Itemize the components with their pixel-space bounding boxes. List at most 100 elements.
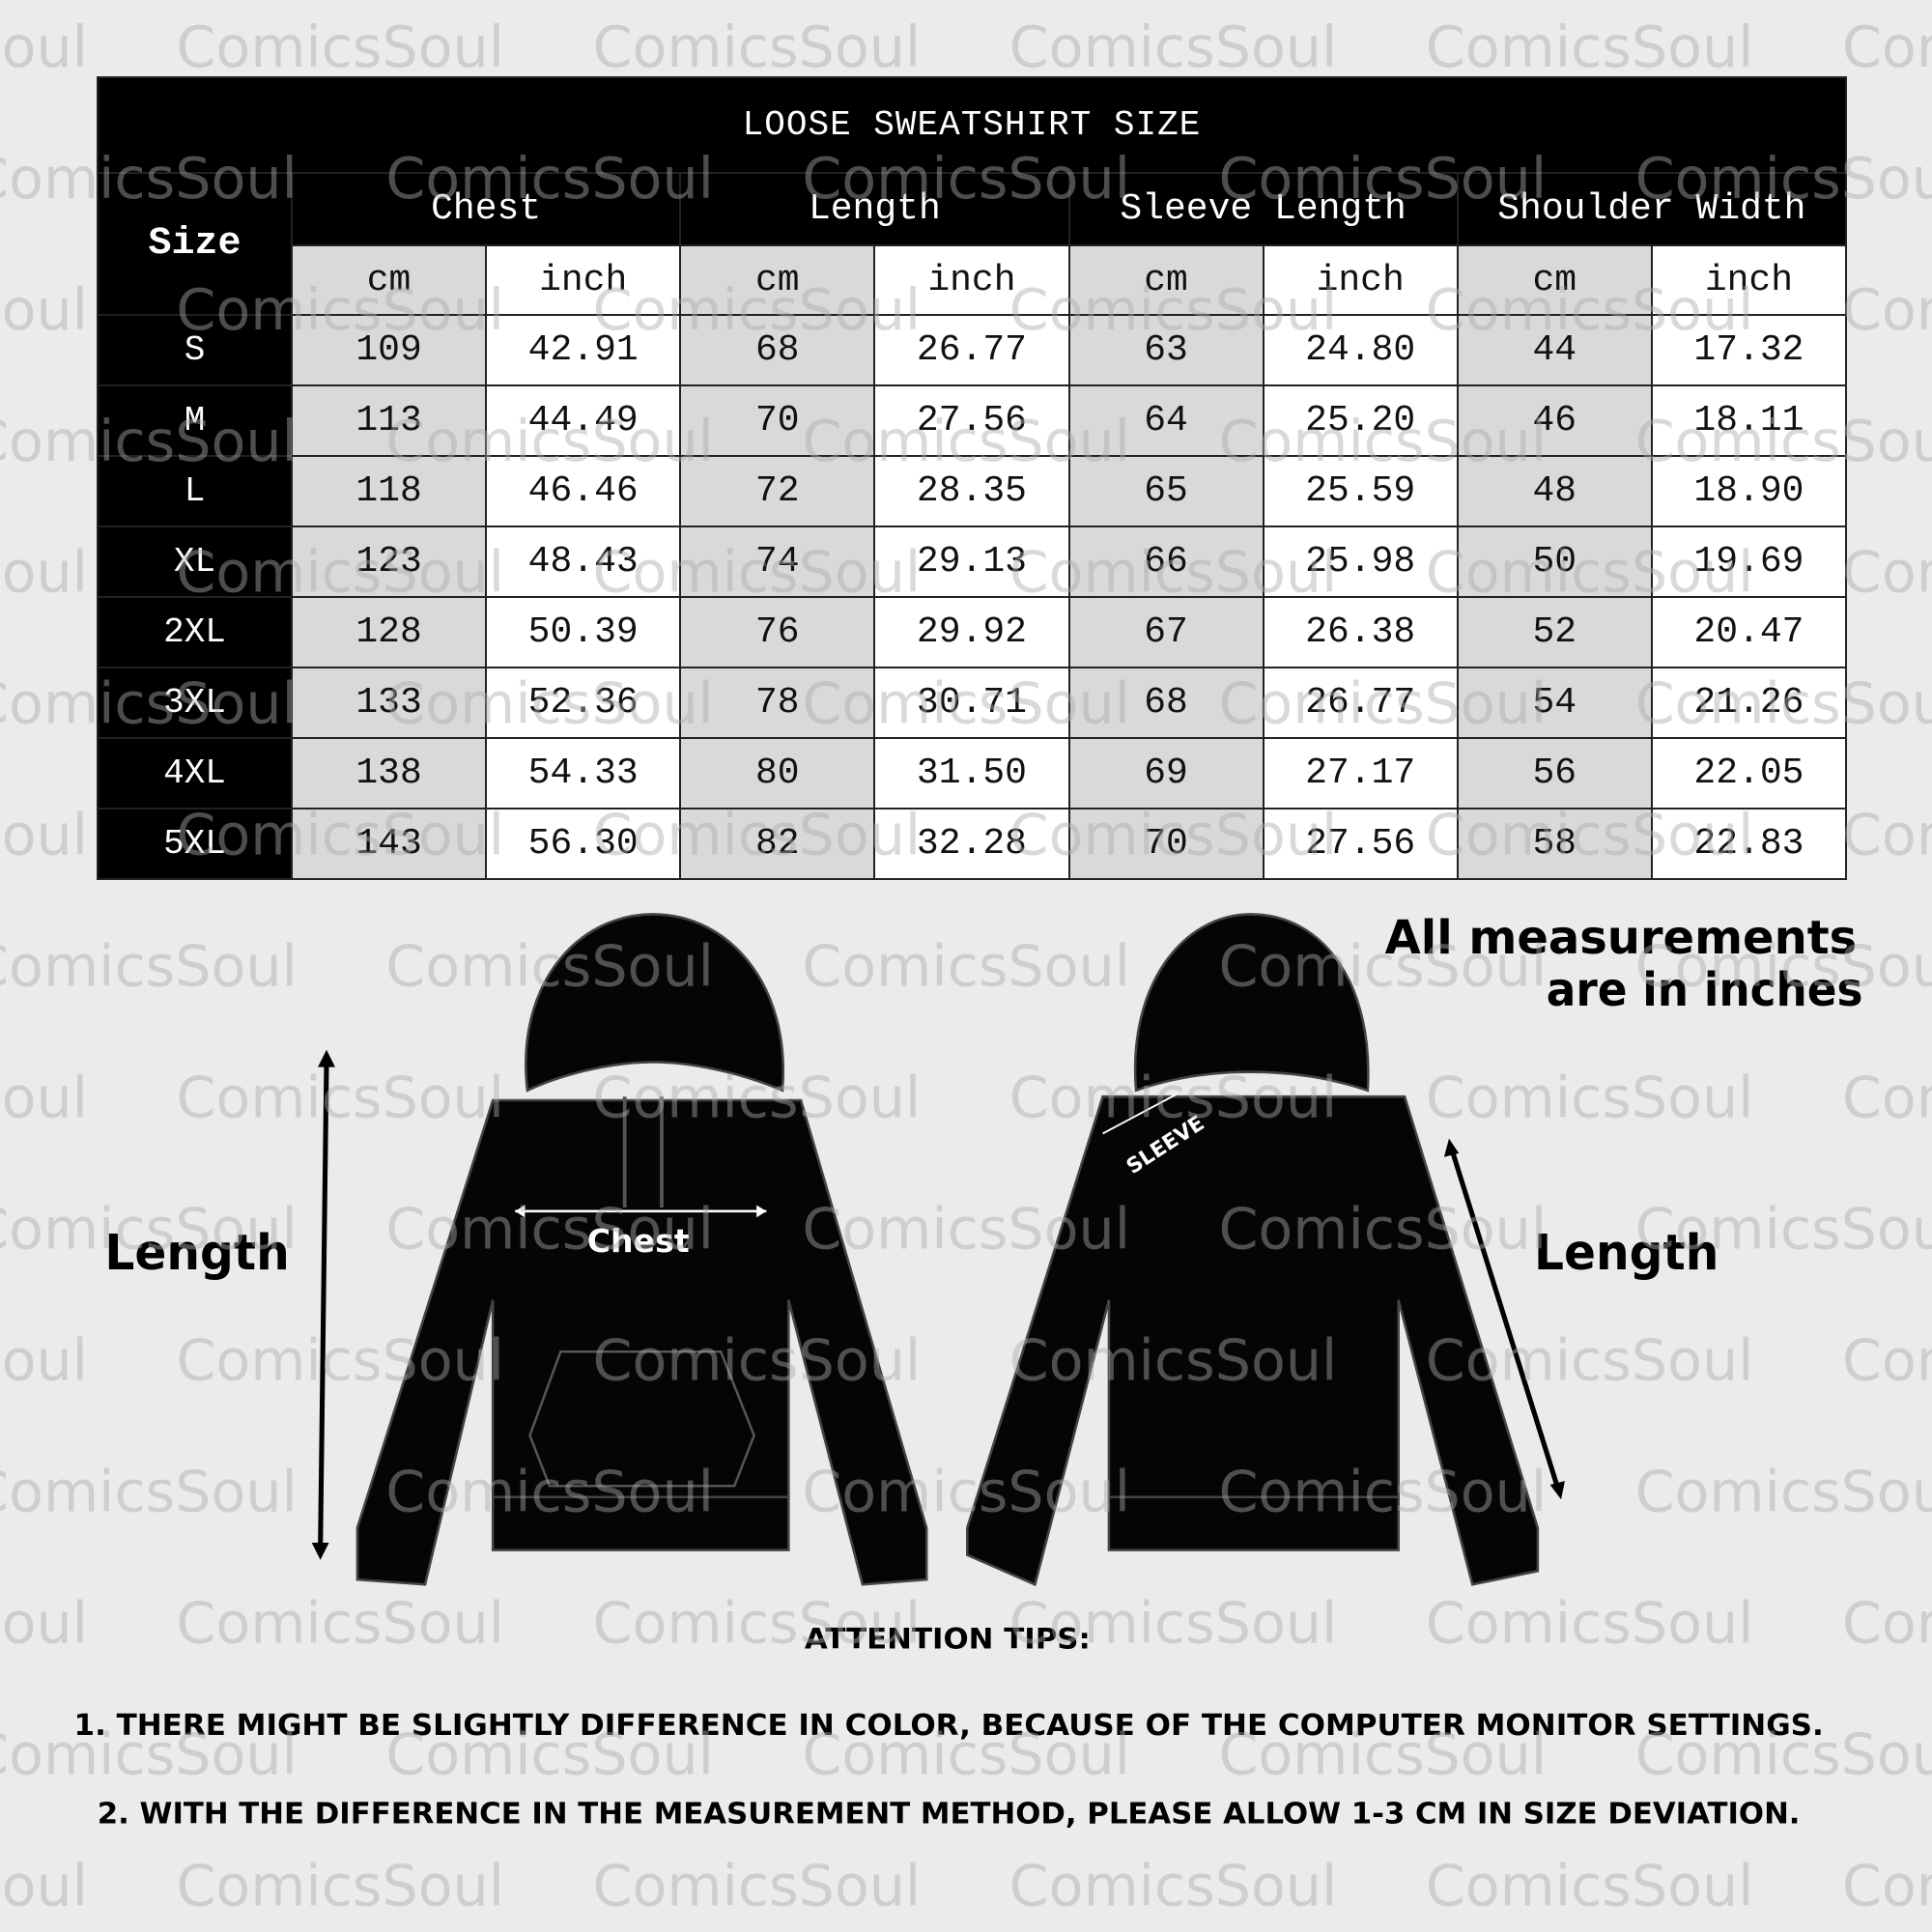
unit-header-cm: cm xyxy=(290,244,488,316)
cm-value-cell: 123 xyxy=(290,526,488,598)
inch-value-cell: 18.90 xyxy=(1650,455,1848,527)
size-header: Size xyxy=(97,172,293,316)
cm-value-cell: 68 xyxy=(1067,667,1264,739)
length-header: Length xyxy=(679,172,1070,246)
inch-value-cell: 27.56 xyxy=(1262,808,1459,880)
unit-header-inch: inch xyxy=(873,244,1070,316)
inch-value-cell: 29.92 xyxy=(873,596,1070,668)
cm-value-cell: 138 xyxy=(290,737,488,810)
sleeve-length-header: Sleeve Length xyxy=(1067,172,1459,246)
cm-value-cell: 44 xyxy=(1456,314,1653,386)
inch-value-cell: 18.11 xyxy=(1650,384,1848,457)
tip-item-1: 1. THERE MIGHT BE SLIGHTLY DIFFERENCE IN… xyxy=(74,1709,1824,1743)
cm-value-cell: 113 xyxy=(290,384,488,457)
table-row: M 113 44.49 70 27.56 64 25.20 46 18.11 xyxy=(97,384,1848,457)
size-cell: 3XL xyxy=(97,667,293,739)
unit-header-inch: inch xyxy=(1650,244,1848,316)
cm-value-cell: 74 xyxy=(679,526,876,598)
cm-value-cell: 128 xyxy=(290,596,488,668)
size-cell: L xyxy=(97,455,293,527)
inch-value-cell: 21.26 xyxy=(1650,667,1848,739)
cm-value-cell: 109 xyxy=(290,314,488,386)
inch-value-cell: 29.13 xyxy=(873,526,1070,598)
unit-header-cm: cm xyxy=(679,244,876,316)
cm-value-cell: 58 xyxy=(1456,808,1653,880)
inch-value-cell: 27.17 xyxy=(1262,737,1459,810)
measurement-note-line1: All measurements xyxy=(1385,911,1858,965)
front-length-label: Length xyxy=(104,1225,289,1282)
cm-value-cell: 78 xyxy=(679,667,876,739)
unit-header-cm: cm xyxy=(1067,244,1264,316)
cm-value-cell: 133 xyxy=(290,667,488,739)
inch-value-cell: 56.30 xyxy=(485,808,682,880)
cm-value-cell: 68 xyxy=(679,314,876,386)
table-row: 4XL 138 54.33 80 31.50 69 27.17 56 22.05 xyxy=(97,737,1848,810)
cm-value-cell: 48 xyxy=(1456,455,1653,527)
measurement-note-line2: are in inches xyxy=(1547,963,1863,1017)
inch-value-cell: 26.38 xyxy=(1262,596,1459,668)
chest-header: Chest xyxy=(290,172,682,246)
cm-value-cell: 67 xyxy=(1067,596,1264,668)
inch-value-cell: 46.46 xyxy=(485,455,682,527)
cm-value-cell: 70 xyxy=(679,384,876,457)
unit-header-inch: inch xyxy=(485,244,682,316)
inch-value-cell: 24.80 xyxy=(1262,314,1459,386)
cm-value-cell: 118 xyxy=(290,455,488,527)
table-row: S 109 42.91 68 26.77 63 24.80 44 17.32 xyxy=(97,314,1848,386)
cm-value-cell: 143 xyxy=(290,808,488,880)
unit-header-cm: cm xyxy=(1456,244,1653,316)
tip-item-2: 2. WITH THE DIFFERENCE IN THE MEASUREMEN… xyxy=(98,1798,1801,1832)
inch-value-cell: 28.35 xyxy=(873,455,1070,527)
inch-value-cell: 26.77 xyxy=(1262,667,1459,739)
inch-value-cell: 22.83 xyxy=(1650,808,1848,880)
cm-value-cell: 76 xyxy=(679,596,876,668)
inch-value-cell: 54.33 xyxy=(485,737,682,810)
cm-value-cell: 63 xyxy=(1067,314,1264,386)
inch-value-cell: 42.91 xyxy=(485,314,682,386)
table-row: 3XL 133 52.36 78 30.71 68 26.77 54 21.26 xyxy=(97,667,1848,739)
cm-value-cell: 52 xyxy=(1456,596,1653,668)
inch-value-cell: 19.69 xyxy=(1650,526,1848,598)
inch-value-cell: 50.39 xyxy=(485,596,682,668)
table-row: 2XL 128 50.39 76 29.92 67 26.38 52 20.47 xyxy=(97,596,1848,668)
inch-value-cell: 26.77 xyxy=(873,314,1070,386)
table-row: L 118 46.46 72 28.35 65 25.59 48 18.90 xyxy=(97,455,1848,527)
front-hoodie: Chest xyxy=(355,913,928,1586)
inch-value-cell: 52.36 xyxy=(485,667,682,739)
inch-value-cell: 44.49 xyxy=(485,384,682,457)
cm-value-cell: 65 xyxy=(1067,455,1264,527)
inch-value-cell: 25.20 xyxy=(1262,384,1459,457)
inch-value-cell: 17.32 xyxy=(1650,314,1848,386)
cm-value-cell: 69 xyxy=(1067,737,1264,810)
inch-value-cell: 22.05 xyxy=(1650,737,1848,810)
inch-value-cell: 31.50 xyxy=(873,737,1070,810)
back-length-arrow xyxy=(1443,1138,1565,1500)
tips-heading: ATTENTION TIPS: xyxy=(805,1623,1091,1656)
table-row: XL 123 48.43 74 29.13 66 25.98 50 19.69 xyxy=(97,526,1848,598)
size-chart-table: LOOSE SWEATSHIRT SIZE Size Chest Length … xyxy=(97,76,1848,880)
inch-value-cell: 48.43 xyxy=(485,526,682,598)
cm-value-cell: 64 xyxy=(1067,384,1264,457)
cm-value-cell: 56 xyxy=(1456,737,1653,810)
table-row: 5XL 143 56.30 82 32.28 70 27.56 58 22.83 xyxy=(97,808,1848,880)
unit-header-inch: inch xyxy=(1262,244,1459,316)
cm-value-cell: 66 xyxy=(1067,526,1264,598)
size-cell: 4XL xyxy=(97,737,293,810)
cm-value-cell: 82 xyxy=(679,808,876,880)
size-cell: 2XL xyxy=(97,596,293,668)
inch-value-cell: 25.98 xyxy=(1262,526,1459,598)
back-length-label: Length xyxy=(1534,1225,1719,1282)
size-cell: S xyxy=(97,314,293,386)
inch-value-cell: 30.71 xyxy=(873,667,1070,739)
inch-value-cell: 25.59 xyxy=(1262,455,1459,527)
front-length-arrow xyxy=(311,1049,335,1560)
cm-value-cell: 50 xyxy=(1456,526,1653,598)
cm-value-cell: 80 xyxy=(679,737,876,810)
inch-value-cell: 20.47 xyxy=(1650,596,1848,668)
size-cell: 5XL xyxy=(97,808,293,880)
cm-value-cell: 54 xyxy=(1456,667,1653,739)
size-cell: M xyxy=(97,384,293,457)
chest-label: Chest xyxy=(587,1222,690,1260)
inch-value-cell: 27.56 xyxy=(873,384,1070,457)
